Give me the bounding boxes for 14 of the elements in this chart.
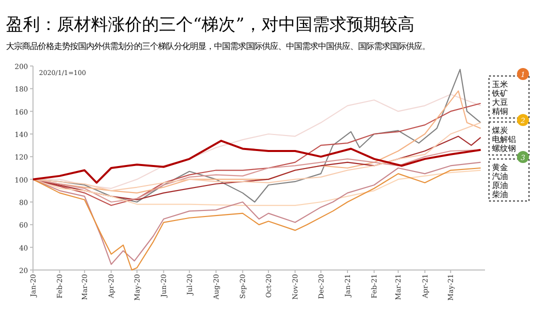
line-series: [32, 140, 482, 184]
text: 煤炭: [492, 126, 508, 135]
text: 螺纹钢: [492, 144, 516, 153]
chart-title: 盈利：原材料涨价的三个“梯次”，对中国需求预期较高: [6, 15, 414, 35]
text: 电解铝: [492, 135, 516, 144]
chart-subtitle: 大宗商品价格走势按国内外供需划分的三个梯队分化明显，中国需求国际供应、中国需求中国供应、国际需求国际供应。: [6, 41, 430, 51]
text: 铁矿: [491, 89, 508, 98]
text: 精铜: [492, 107, 508, 116]
text: 玉米: [492, 80, 508, 89]
text: 原油: [492, 181, 508, 190]
text: 黄金: [492, 163, 508, 172]
text: 柴油: [492, 190, 508, 199]
text: 大豆: [492, 98, 508, 107]
text: 汽油: [492, 172, 508, 181]
